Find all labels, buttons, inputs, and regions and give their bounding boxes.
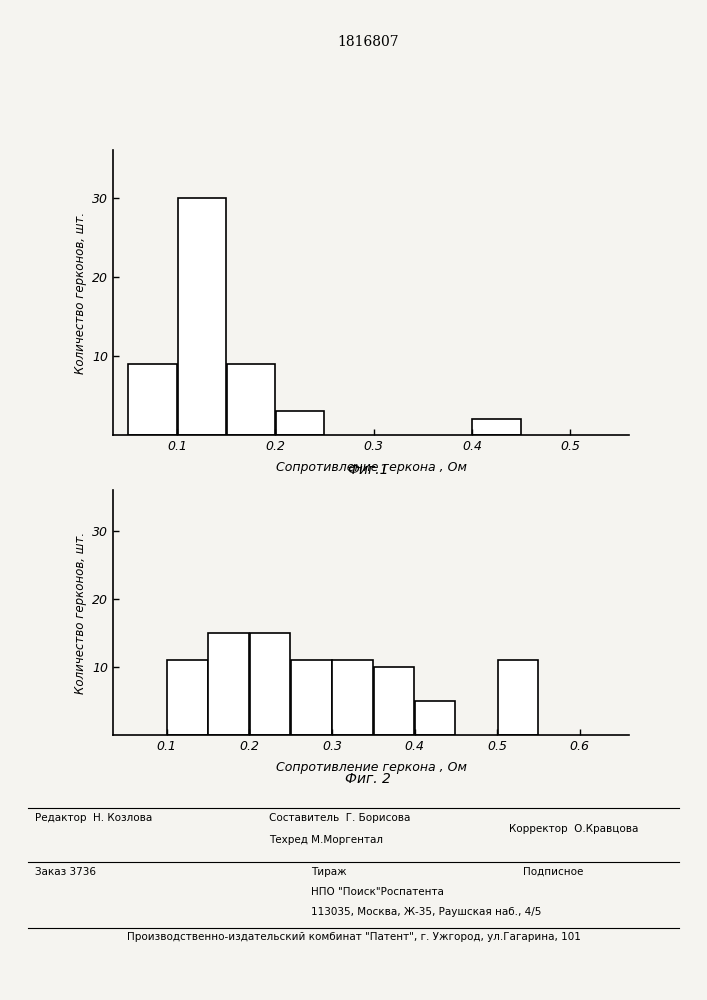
Text: Фиг.1: Фиг.1 — [347, 463, 388, 477]
Y-axis label: Количество герконов, шт.: Количество герконов, шт. — [74, 211, 87, 374]
Bar — [227, 364, 275, 435]
Text: Фиг. 2: Фиг. 2 — [345, 772, 390, 786]
Bar — [168, 660, 208, 735]
Text: Тираж: Тираж — [311, 867, 346, 877]
X-axis label: Сопротивление геркона , Ом: Сопротивление геркона , Ом — [276, 461, 467, 474]
Text: Заказ 3736: Заказ 3736 — [35, 867, 96, 877]
Text: НПО "Поиск"Роспатента: НПО "Поиск"Роспатента — [311, 887, 444, 897]
Bar — [177, 198, 226, 435]
Bar — [472, 419, 520, 435]
Bar — [498, 660, 538, 735]
Bar — [291, 660, 332, 735]
Text: Подписное: Подписное — [523, 867, 583, 877]
X-axis label: Сопротивление геркона , Ом: Сопротивление геркона , Ом — [276, 761, 467, 774]
Bar — [250, 633, 291, 735]
Text: Техред М.Моргентал: Техред М.Моргентал — [269, 835, 382, 845]
Text: Корректор  О.Кравцова: Корректор О.Кравцова — [509, 824, 638, 834]
Y-axis label: Количество герконов, шт.: Количество герконов, шт. — [74, 531, 87, 694]
Bar — [332, 660, 373, 735]
Bar — [129, 364, 177, 435]
Text: Редактор  Н. Козлова: Редактор Н. Козлова — [35, 813, 153, 823]
Text: 113035, Москва, Ж-35, Раушская наб., 4/5: 113035, Москва, Ж-35, Раушская наб., 4/5 — [311, 907, 542, 917]
Text: 1816807: 1816807 — [337, 35, 399, 49]
Text: Составитель  Г. Борисова: Составитель Г. Борисова — [269, 813, 410, 823]
Bar — [374, 667, 414, 735]
Bar — [209, 633, 249, 735]
Bar — [276, 411, 324, 435]
Text: Производственно-издательский комбинат "Патент", г. Ужгород, ул.Гагарина, 101: Производственно-издательский комбинат "П… — [127, 932, 580, 942]
Bar — [415, 701, 455, 735]
